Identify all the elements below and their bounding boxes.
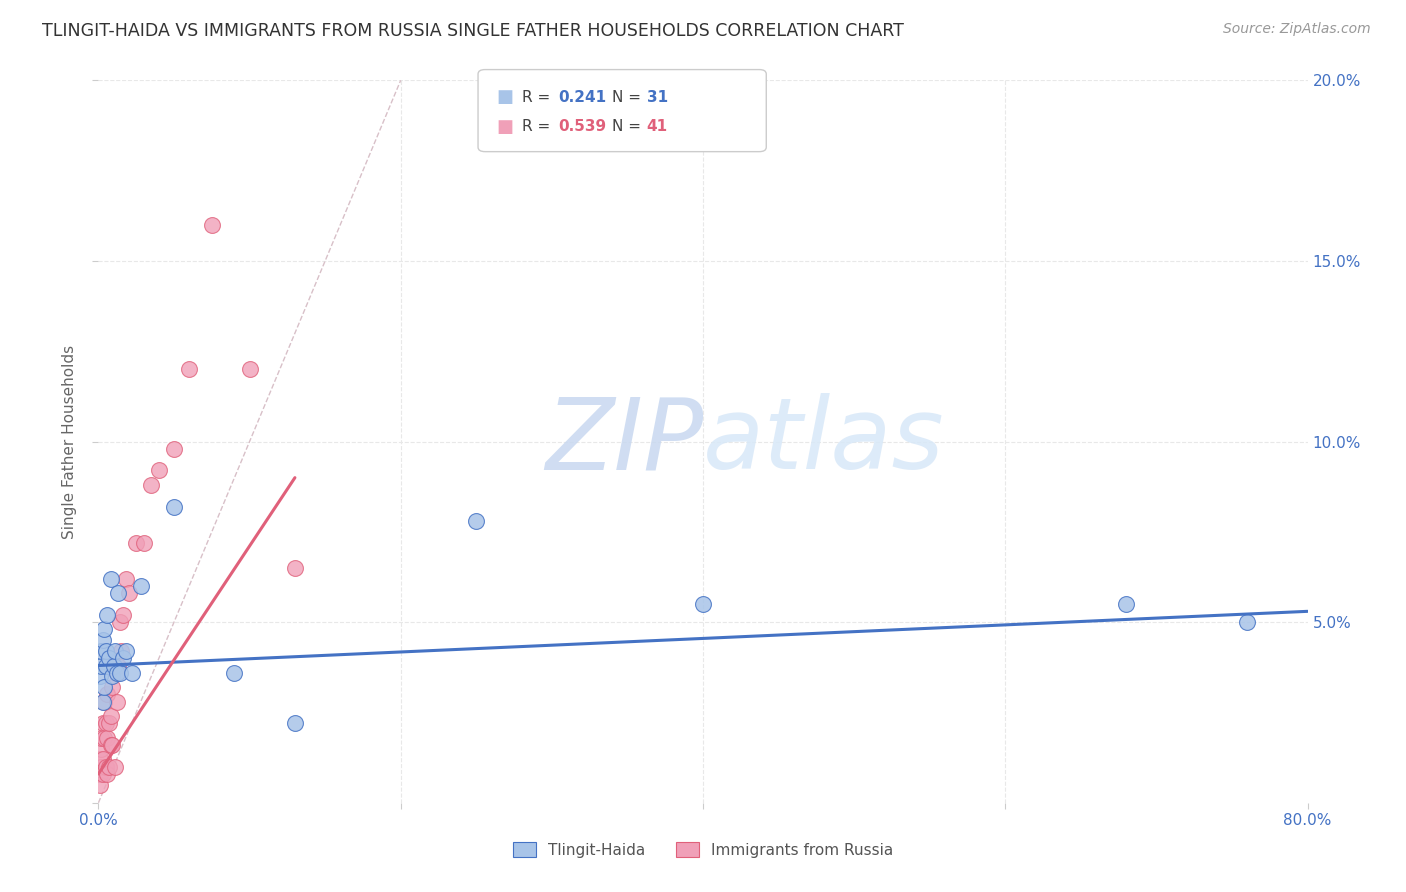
Point: [91, 695, 114, 709]
Text: 0.539: 0.539: [558, 120, 606, 134]
Point: [465, 514, 488, 528]
Point: [100, 709, 122, 723]
Point: [111, 651, 134, 665]
Point: [104, 760, 127, 774]
Point: [91, 716, 114, 731]
Point: [89, 778, 111, 792]
Point: [94, 760, 117, 774]
Point: [91, 633, 114, 648]
Point: [107, 586, 129, 600]
Point: [114, 644, 136, 658]
Point: [101, 680, 124, 694]
Point: [93, 623, 115, 637]
Point: [118, 586, 141, 600]
Point: [284, 561, 307, 575]
Point: [89, 752, 111, 766]
Point: [96, 767, 118, 781]
Point: [111, 607, 134, 622]
Point: [284, 716, 307, 731]
Point: [105, 665, 128, 680]
Point: [89, 767, 111, 781]
Point: [239, 362, 262, 376]
Point: [103, 658, 125, 673]
Point: [90, 731, 112, 745]
Text: R =: R =: [522, 90, 555, 105]
Point: [98, 760, 121, 774]
Point: [114, 572, 136, 586]
Point: [89, 669, 111, 683]
Text: Source: ZipAtlas.com: Source: ZipAtlas.com: [1223, 22, 1371, 37]
Point: [105, 665, 128, 680]
Text: atlas: atlas: [703, 393, 945, 490]
Point: [148, 463, 170, 477]
Text: 41: 41: [647, 120, 668, 134]
Point: [121, 665, 143, 680]
Point: [90, 741, 112, 756]
Text: ■: ■: [496, 88, 513, 106]
Point: [110, 644, 132, 658]
Point: [141, 478, 163, 492]
Point: [93, 695, 115, 709]
Text: N =: N =: [612, 120, 645, 134]
Legend: Tlingit-Haida, Immigrants from Russia: Tlingit-Haida, Immigrants from Russia: [506, 836, 900, 863]
Point: [91, 752, 114, 766]
Point: [1236, 615, 1258, 630]
Point: [96, 731, 118, 745]
Point: [94, 716, 117, 731]
Point: [132, 535, 155, 549]
Point: [692, 597, 714, 611]
Point: [90, 644, 112, 658]
Point: [98, 716, 121, 731]
Point: [104, 644, 127, 658]
Point: [105, 695, 128, 709]
Point: [94, 658, 117, 673]
Point: [94, 644, 117, 658]
Text: ZIP: ZIP: [544, 393, 703, 490]
Point: [96, 687, 118, 701]
Text: R =: R =: [522, 120, 555, 134]
Point: [108, 615, 131, 630]
Point: [129, 579, 152, 593]
Point: [93, 680, 115, 694]
Point: [125, 535, 148, 549]
Point: [98, 651, 121, 665]
Text: 0.241: 0.241: [558, 90, 606, 105]
Point: [224, 665, 246, 680]
Point: [107, 658, 129, 673]
Point: [91, 767, 114, 781]
Y-axis label: Single Father Households: Single Father Households: [62, 344, 77, 539]
Point: [100, 572, 122, 586]
Point: [103, 658, 125, 673]
Point: [101, 669, 124, 683]
Point: [90, 658, 112, 673]
Text: TLINGIT-HAIDA VS IMMIGRANTS FROM RUSSIA SINGLE FATHER HOUSEHOLDS CORRELATION CHA: TLINGIT-HAIDA VS IMMIGRANTS FROM RUSSIA …: [42, 22, 904, 40]
Point: [108, 665, 131, 680]
Point: [163, 500, 186, 514]
Point: [100, 738, 122, 752]
Point: [93, 731, 115, 745]
Point: [201, 218, 224, 232]
Text: 31: 31: [647, 90, 668, 105]
Point: [179, 362, 201, 376]
Text: ■: ■: [496, 118, 513, 136]
Point: [101, 738, 124, 752]
Point: [163, 442, 186, 456]
Point: [1115, 597, 1137, 611]
Point: [96, 607, 118, 622]
Text: N =: N =: [612, 90, 645, 105]
Point: [90, 760, 112, 774]
